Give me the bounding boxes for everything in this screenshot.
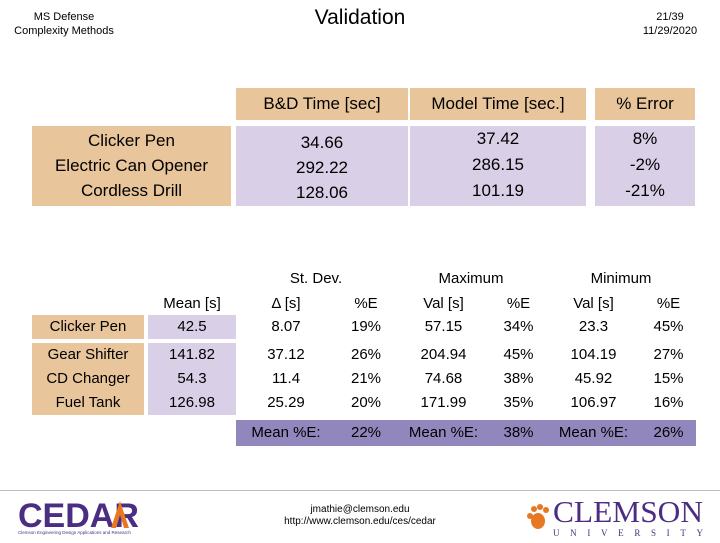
course-title: MS Defense Complexity Methods: [6, 10, 122, 38]
mean-value: 54.3: [177, 370, 207, 387]
error-value: -2%: [629, 155, 661, 174]
min-value: 45.92: [574, 370, 613, 387]
stdev-value: 8.07: [271, 318, 301, 335]
clemson-logo-subtitle: UNIVERSITY: [553, 528, 704, 538]
table1-error-column: 8% -2% -21%: [595, 126, 695, 206]
page-title: Validation: [314, 6, 406, 29]
header-bd-time: B&D Time [sec]: [236, 88, 408, 120]
clemson-logo-text: CLEMSON: [553, 494, 703, 529]
row-label: Gear Shifter: [47, 346, 129, 363]
model-value: 101.19: [472, 181, 524, 200]
slide-number: 21/39: [656, 11, 684, 23]
stdev-pe: 20%: [350, 394, 382, 411]
cedar-logo-subtitle: Clemson Engineering Design Applications …: [18, 530, 131, 535]
mean-error-row: [236, 420, 696, 446]
course-line-1: MS Defense: [33, 11, 95, 23]
mean-label: Mean %E:: [408, 424, 479, 441]
mean-stdev-pe: 22%: [350, 424, 382, 441]
subheader-min-val: Val [s]: [573, 295, 614, 312]
bd-value: 292.22: [296, 158, 348, 177]
row-label: Electric Can Opener: [54, 156, 209, 175]
min-pe: 45%: [653, 318, 684, 335]
min-value: 106.97: [570, 394, 617, 411]
error-value: 8%: [632, 129, 658, 148]
max-pe: 34%: [503, 318, 534, 335]
stdev-column: 37.12 11.4 25.29: [236, 343, 336, 415]
header-percent-error: % Error: [595, 88, 695, 120]
mean-value: 141.82: [169, 346, 215, 363]
row-label: CD Changer: [46, 370, 130, 387]
max-pe: 38%: [503, 370, 534, 387]
subheader-mean: Mean [s]: [163, 295, 221, 312]
subheader-stdev-pe: %E: [354, 295, 378, 312]
min-value: 23.3: [578, 318, 609, 335]
stdev-value: 25.29: [267, 394, 305, 411]
row-label: Fuel Tank: [55, 394, 121, 411]
subheader-max-pe: %E: [506, 295, 531, 312]
error-value: -21%: [625, 181, 665, 200]
stdev-pe: 26%: [350, 346, 382, 363]
stdev-pe-column: 26% 21% 20%: [336, 343, 396, 415]
max-pe-column: 45% 38% 35%: [491, 343, 546, 415]
min-value: 104.19: [570, 346, 617, 363]
table1-bd-column: 34.66 292.22 128.06: [236, 126, 408, 206]
slide-date: 11/29/2020: [642, 25, 698, 37]
group-header-minimum: Minimum: [590, 270, 652, 287]
mean-column: 141.82 54.3 126.98: [148, 343, 236, 415]
stdev-value: 11.4: [271, 370, 301, 387]
max-pe: 35%: [503, 394, 534, 411]
row-label: Clicker Pen: [32, 315, 144, 339]
mean-value: 126.98: [169, 394, 215, 411]
row-label: Clicker Pen: [88, 131, 175, 150]
contact-url[interactable]: http://www.clemson.edu/ces/cedar: [284, 516, 436, 527]
cedar-triangle-icon: [111, 501, 129, 528]
max-column: 204.94 74.68 171.99: [396, 343, 491, 415]
stdev-pe: 19%: [350, 318, 382, 335]
model-value: 37.42: [476, 129, 520, 148]
min-column: 104.19 45.92 106.97: [546, 343, 641, 415]
max-value: 204.94: [420, 346, 467, 363]
model-value: 286.15: [472, 155, 524, 174]
table2-row-labels: Gear Shifter CD Changer Fuel Tank: [32, 343, 144, 415]
footer-divider: [0, 490, 720, 491]
subheader-stdev-delta: Δ [s]: [271, 295, 301, 312]
max-value: 74.68: [424, 370, 463, 387]
contact-email[interactable]: jmathie@clemson.edu: [310, 504, 410, 515]
mean-max-pe: 38%: [503, 424, 534, 441]
min-pe: 15%: [653, 370, 684, 387]
max-value: 57.15: [424, 318, 463, 335]
bd-value: 34.66: [300, 133, 344, 152]
cedar-logo: CEDAR Clemson Engineering Design Applica…: [16, 497, 166, 535]
subheader-min-pe: %E: [656, 295, 681, 312]
tiger-paw-icon: [527, 504, 549, 529]
table1-row-labels: Clicker Pen Electric Can Opener Cordless…: [32, 126, 231, 206]
mean-label: Mean %E:: [558, 424, 629, 441]
max-value: 171.99: [420, 394, 467, 411]
row-label: Cordless Drill: [80, 181, 183, 200]
stdev-pe: 21%: [350, 370, 382, 387]
min-pe: 27%: [653, 346, 684, 363]
table1-model-column: 37.42 286.15 101.19: [410, 126, 586, 206]
slide-info: 21/39 11/29/2020: [630, 10, 710, 38]
mean-min-pe: 26%: [653, 424, 684, 441]
mean-label: Mean %E:: [251, 424, 321, 441]
max-pe: 45%: [503, 346, 534, 363]
group-header-stdev: St. Dev.: [289, 270, 343, 287]
min-pe-column: 27% 15% 16%: [641, 343, 696, 415]
subheader-max-val: Val [s]: [423, 295, 464, 312]
min-pe: 16%: [653, 394, 684, 411]
header-model-time: Model Time [sec.]: [410, 88, 586, 120]
footer-contact: jmathie@clemson.edu http://www.clemson.e…: [200, 504, 520, 528]
course-line-2: Complexity Methods: [14, 25, 114, 37]
stdev-value: 37.12: [267, 346, 305, 363]
group-header-maximum: Maximum: [438, 270, 504, 287]
bd-value: 128.06: [296, 183, 348, 202]
mean-value: 42.5: [148, 315, 236, 339]
clemson-logo: CLEMSON UNIVERSITY: [523, 492, 708, 538]
